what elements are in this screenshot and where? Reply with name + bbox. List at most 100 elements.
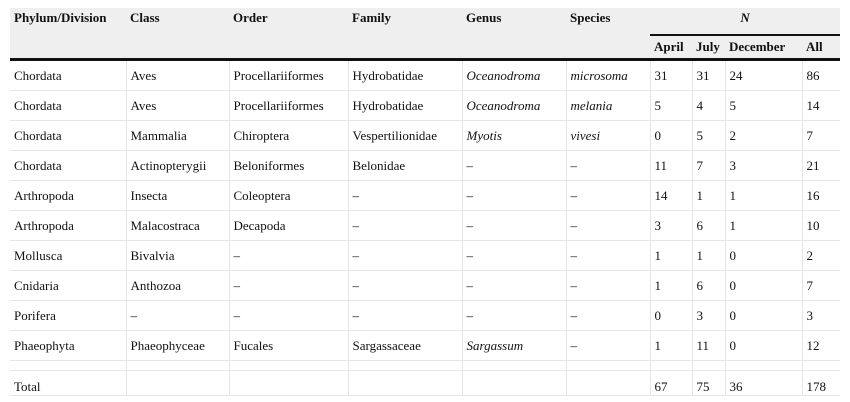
header-april: April [650,35,692,61]
cell-all: 3 [801,300,841,331]
table-row: Cnidaria Anthozoa – – – –1 6 0 7 [10,270,841,301]
cell-all: 14 [801,90,841,121]
cell-genus: Oceanodroma [461,90,566,121]
cell-all: 12 [801,330,841,361]
cell-april: 5 [649,90,692,121]
header-all: All [802,35,841,61]
total-empty-cell [228,370,348,396]
cell-order: Coleoptera [228,180,348,211]
spacer-cell [125,360,229,371]
cell-phylum: Chordata [10,150,126,181]
spacer-row [10,360,841,371]
cell-july: 11 [691,330,725,361]
cell-species: melania [565,90,650,121]
cell-class: Bivalvia [125,240,229,271]
cell-april: 3 [649,210,692,241]
cell-species: vivesi [565,120,650,151]
cell-family: – [347,270,462,301]
cell-phylum: Porifera [10,300,126,331]
table-row: Phaeophyta Phaeophyceae Fucales Sargassacea… [10,330,841,361]
header-july: July [692,35,725,61]
cell-genus: Sargassum [461,330,566,361]
cell-species: – [565,300,650,331]
total-july: 75 [691,370,725,396]
cell-december: 0 [724,240,802,271]
table-header: Phylum/Division Class Order Family Genus… [10,8,841,61]
cell-family: Vespertilionidae [347,120,462,151]
cell-genus: Myotis [461,120,566,151]
cell-july: 1 [691,180,725,211]
cell-april: 1 [649,330,692,361]
cell-all: 10 [801,210,841,241]
total-empty-cell [565,370,650,396]
cell-all: 86 [801,59,841,91]
taxa-table: Phylum/Division Class Order Family Genus… [10,8,841,396]
cell-december: 0 [724,300,802,331]
cell-december: 0 [724,330,802,361]
table-row: Mollusca Bivalvia – – – –1 1 0 2 [10,240,841,271]
table-body: Chordata Aves Procellariiformes Hydrobatida… [10,59,841,396]
cell-july: 1 [691,240,725,271]
cell-order: Decapoda [228,210,348,241]
table-row: Chordata Aves Procellariiformes Hydrobatida… [10,59,841,91]
cell-order: – [228,300,348,331]
spacer-cell [649,360,692,371]
header-family: Family [348,8,462,61]
cell-december: 0 [724,270,802,301]
cell-july: 7 [691,150,725,181]
cell-july: 5 [691,120,725,151]
cell-december: 1 [724,210,802,241]
cell-class: Malacostraca [125,210,229,241]
cell-phylum: Chordata [10,120,126,151]
spacer-cell [10,360,126,371]
header-order: Order [229,8,348,61]
cell-genus: – [461,270,566,301]
total-empty-cell [347,370,462,396]
table-row: Arthropoda Malacostraca Decapoda – – –3 6 1 10 [10,210,841,241]
table-row: Chordata Actinopterygii Beloniformes Beloni… [10,150,841,181]
cell-family: – [347,240,462,271]
cell-july: 6 [691,270,725,301]
spacer-cell [691,360,725,371]
cell-family: – [347,300,462,331]
cell-class: Aves [125,59,229,91]
cell-class: Phaeophyceae [125,330,229,361]
cell-april: 1 [649,270,692,301]
cell-april: 11 [649,150,692,181]
header-n-group: N [650,8,841,36]
table-row: Chordata Mammalia Chiroptera Vespertilionid… [10,120,841,151]
cell-phylum: Arthropoda [10,210,126,241]
cell-all: 7 [801,120,841,151]
cell-all: 16 [801,180,841,211]
total-row: Total 67 75 36 178 [10,370,841,396]
cell-class: – [125,300,229,331]
cell-species: – [565,150,650,181]
total-december: 36 [724,370,802,396]
cell-july: 4 [691,90,725,121]
cell-order: Procellariiformes [228,59,348,91]
cell-phylum: Phaeophyta [10,330,126,361]
table-row: Chordata Aves Procellariiformes Hydrobatida… [10,90,841,121]
cell-species: – [565,180,650,211]
header-species: Species [566,8,650,61]
cell-july: 31 [691,59,725,91]
total-april: 67 [649,370,692,396]
cell-family: Sargassaceae [347,330,462,361]
cell-order: Fucales [228,330,348,361]
spacer-cell [461,360,566,371]
cell-family: – [347,180,462,211]
cell-class: Aves [125,90,229,121]
cell-order: Procellariiformes [228,90,348,121]
total-label: Total [10,370,126,396]
cell-genus: – [461,150,566,181]
cell-order: Beloniformes [228,150,348,181]
cell-genus: – [461,210,566,241]
cell-family: Belonidae [347,150,462,181]
cell-all: 21 [801,150,841,181]
total-all: 178 [801,370,841,396]
cell-species: – [565,330,650,361]
cell-phylum: Mollusca [10,240,126,271]
spacer-cell [801,360,841,371]
cell-class: Anthozoa [125,270,229,301]
cell-order: – [228,240,348,271]
